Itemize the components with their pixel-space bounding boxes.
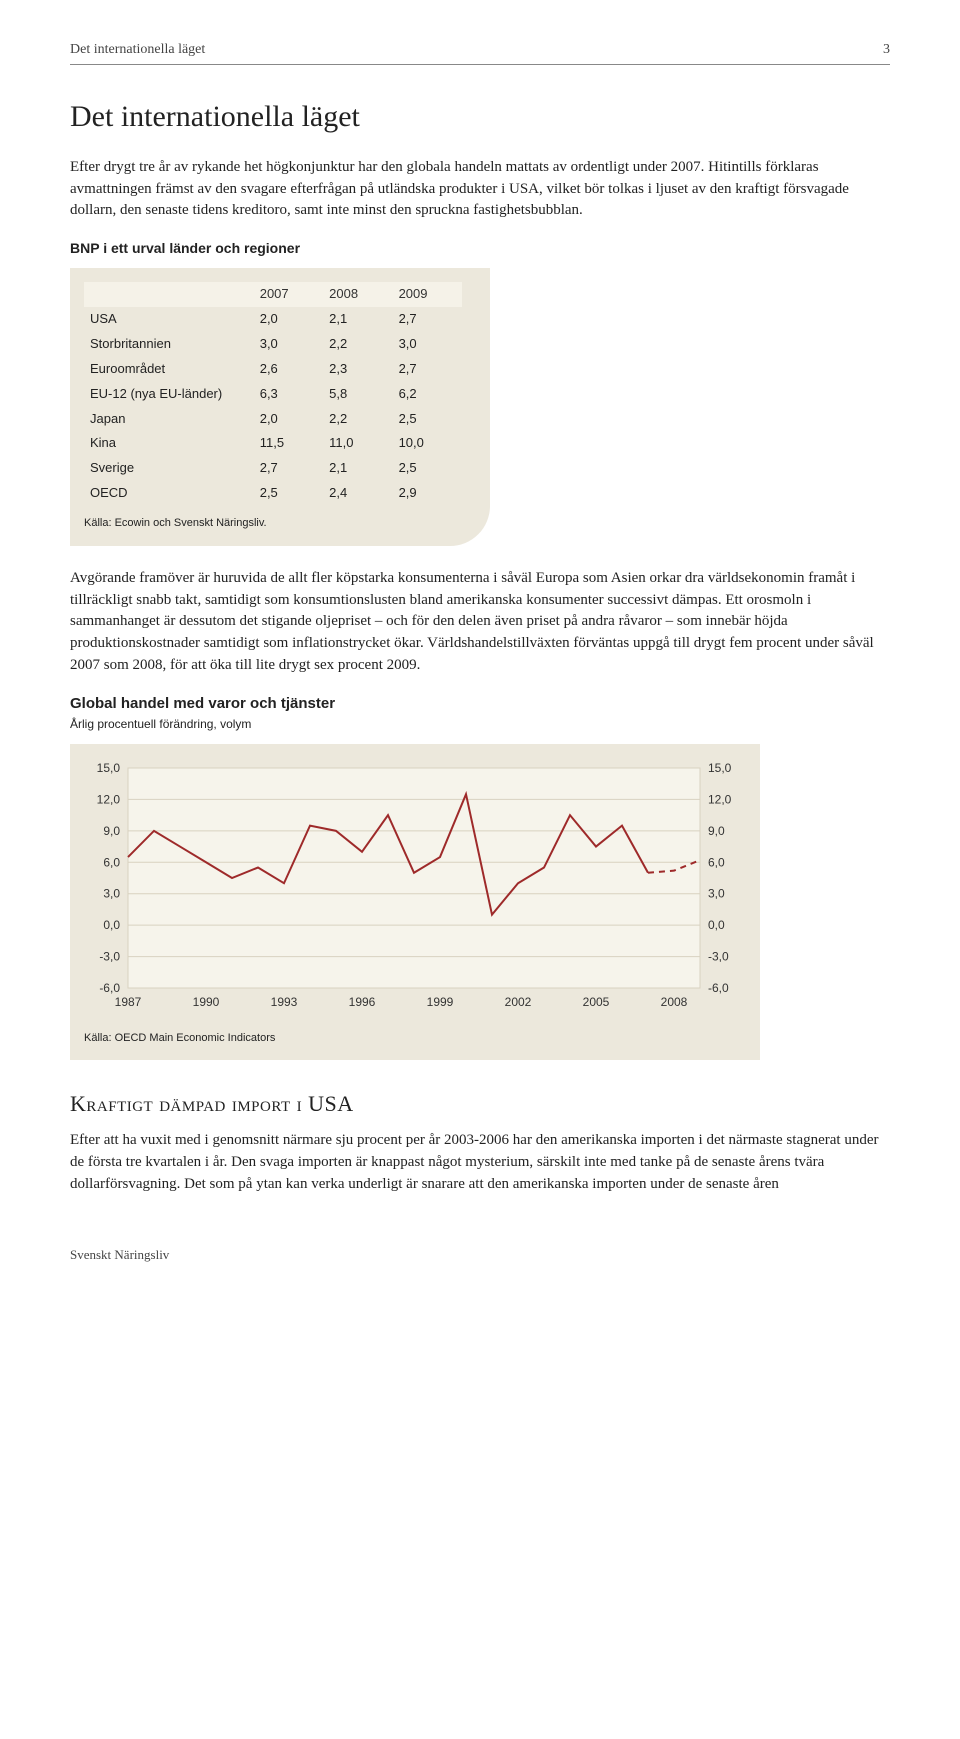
table-row: Japan2,02,22,5	[84, 407, 462, 432]
svg-text:3,0: 3,0	[103, 886, 120, 900]
table-cell: Storbritannien	[84, 332, 254, 357]
intro-paragraph: Efter drygt tre år av rykande het högkon…	[70, 157, 890, 222]
table-cell: 2,4	[323, 481, 392, 506]
section2-paragraph: Efter att ha vuxit med i genomsnitt närm…	[70, 1130, 890, 1195]
table-cell: 2,6	[254, 357, 323, 382]
table-cell: 10,0	[393, 431, 462, 456]
svg-text:15,0: 15,0	[97, 761, 121, 775]
svg-text:-6,0: -6,0	[708, 981, 729, 995]
svg-text:1993: 1993	[271, 995, 298, 1009]
svg-text:12,0: 12,0	[708, 792, 732, 806]
svg-text:-3,0: -3,0	[708, 949, 729, 963]
table-cell: 2,1	[323, 456, 392, 481]
table-cell: 2,7	[393, 357, 462, 382]
running-header-title: Det internationella läget	[70, 40, 205, 60]
svg-text:1987: 1987	[115, 995, 142, 1009]
table-cell: 2,5	[393, 456, 462, 481]
table-cell: 5,8	[323, 382, 392, 407]
footer-brand: Svenskt Näringsliv	[70, 1246, 890, 1265]
svg-text:1999: 1999	[427, 995, 454, 1009]
table-row: Kina11,511,010,0	[84, 431, 462, 456]
bnp-table-wrap: 200720082009USA2,02,12,7Storbritannien3,…	[70, 268, 490, 546]
chart-source: Källa: OECD Main Economic Indicators	[84, 1031, 746, 1047]
table-row: Euroområdet2,62,32,7	[84, 357, 462, 382]
svg-text:6,0: 6,0	[103, 855, 120, 869]
section2-heading: Kraftigt dämpad import i USA	[70, 1088, 890, 1120]
svg-text:12,0: 12,0	[97, 792, 121, 806]
table-cell: 11,5	[254, 431, 323, 456]
svg-text:2005: 2005	[583, 995, 610, 1009]
table-cell: 11,0	[323, 431, 392, 456]
bnp-table-source: Källa: Ecowin och Svenskt Näringsliv.	[84, 516, 462, 532]
chart-svg: 15,0 15,0 12,0 12,0 9,0 9,0 6,0 6,0 3,0 3,0 0,0 0,0…	[84, 758, 744, 1018]
bnp-col-header: 2007	[254, 282, 323, 307]
table-cell: EU-12 (nya EU-länder)	[84, 382, 254, 407]
bnp-col-header: 2008	[323, 282, 392, 307]
table-cell: 2,2	[323, 407, 392, 432]
table-row: Storbritannien3,02,23,0	[84, 332, 462, 357]
chart-subtitle: Årlig procentuell förändring, volym	[70, 716, 890, 733]
table-cell: 6,2	[393, 382, 462, 407]
bnp-table: 200720082009USA2,02,12,7Storbritannien3,…	[84, 282, 462, 506]
table-cell: 3,0	[254, 332, 323, 357]
svg-text:2008: 2008	[661, 995, 688, 1009]
svg-text:9,0: 9,0	[103, 824, 120, 838]
table-row: Sverige2,72,12,5	[84, 456, 462, 481]
svg-text:-6,0: -6,0	[99, 981, 120, 995]
svg-text:2002: 2002	[505, 995, 532, 1009]
svg-text:3,0: 3,0	[708, 886, 725, 900]
table-cell: 2,5	[254, 481, 323, 506]
table-row: USA2,02,12,7	[84, 307, 462, 332]
table-cell: 2,7	[393, 307, 462, 332]
bnp-col-header	[84, 282, 254, 307]
table-cell: Euroområdet	[84, 357, 254, 382]
table-cell: 2,0	[254, 407, 323, 432]
chart-wrap: 15,0 15,0 12,0 12,0 9,0 9,0 6,0 6,0 3,0 3,0 0,0 0,0…	[70, 744, 760, 1061]
table-cell: 6,3	[254, 382, 323, 407]
running-header: Det internationella läget 3	[70, 40, 890, 65]
bnp-col-header: 2009	[393, 282, 462, 307]
svg-text:1996: 1996	[349, 995, 376, 1009]
table-cell: 2,2	[323, 332, 392, 357]
running-header-pageno: 3	[883, 40, 890, 60]
table-cell: 2,9	[393, 481, 462, 506]
svg-text:9,0: 9,0	[708, 824, 725, 838]
mid-paragraph: Avgörande framöver är huruvida de allt f…	[70, 568, 890, 677]
svg-text:0,0: 0,0	[103, 918, 120, 932]
svg-text:1990: 1990	[193, 995, 220, 1009]
page-title: Det internationella läget	[70, 95, 890, 139]
table-cell: 2,7	[254, 456, 323, 481]
svg-text:-3,0: -3,0	[99, 949, 120, 963]
table-cell: 2,0	[254, 307, 323, 332]
table-cell: OECD	[84, 481, 254, 506]
svg-text:0,0: 0,0	[708, 918, 725, 932]
chart-title: Global handel med varor och tjänster	[70, 693, 890, 715]
table-cell: Sverige	[84, 456, 254, 481]
table-cell: Kina	[84, 431, 254, 456]
table-cell: 3,0	[393, 332, 462, 357]
table-cell: USA	[84, 307, 254, 332]
svg-text:6,0: 6,0	[708, 855, 725, 869]
table-row: EU-12 (nya EU-länder)6,35,86,2	[84, 382, 462, 407]
table-cell: 2,5	[393, 407, 462, 432]
table-cell: 2,3	[323, 357, 392, 382]
table-cell: 2,1	[323, 307, 392, 332]
table-row: OECD2,52,42,9	[84, 481, 462, 506]
bnp-table-title: BNP i ett urval länder och regioner	[70, 238, 890, 258]
table-cell: Japan	[84, 407, 254, 432]
svg-text:15,0: 15,0	[708, 761, 732, 775]
